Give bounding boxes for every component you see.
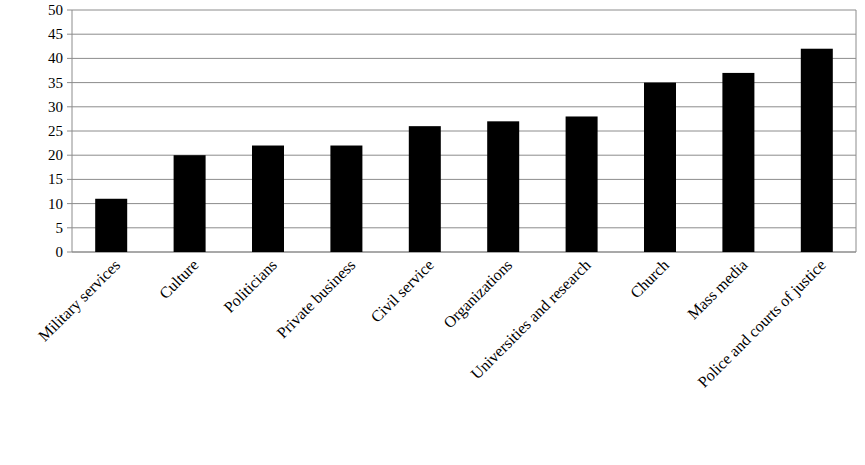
x-tick-label: Organizations [440, 256, 516, 332]
x-tick-label: Private business [273, 256, 358, 341]
x-tick-label: Mass media [684, 256, 750, 322]
bar [330, 146, 362, 252]
y-tick [67, 58, 72, 59]
y-tick [67, 227, 72, 228]
y-tick [67, 252, 72, 253]
bar [409, 126, 441, 252]
y-tick-label: 5 [56, 220, 64, 236]
y-tick [67, 203, 72, 204]
y-tick-label: 50 [48, 2, 63, 18]
plot-frame [856, 10, 857, 252]
y-tick [67, 10, 72, 11]
x-tick-label: Politicians [220, 256, 280, 316]
chart-svg: 0 5 10 15 20 25 30 35 40 45 50 Military services Cul… [0, 0, 865, 465]
x-tick-label: Culture [156, 256, 202, 302]
y-tick [67, 131, 72, 132]
bar [487, 121, 519, 252]
y-tick-label: 20 [48, 147, 63, 163]
bar [801, 49, 833, 252]
x-tick-label: Church [627, 256, 672, 301]
y-tick [67, 34, 72, 35]
bar [252, 146, 284, 252]
y-tick [67, 82, 72, 83]
bar [722, 73, 754, 252]
y-tick-label: 25 [48, 123, 63, 139]
y-tick-label: 0 [56, 244, 64, 260]
y-tick-label: 45 [48, 26, 63, 42]
bar [95, 199, 127, 252]
y-axis [72, 10, 73, 252]
y-tick-label: 10 [48, 196, 63, 212]
grid-line [72, 58, 856, 59]
x-tick-label: Civil service [367, 256, 437, 326]
bar [644, 83, 676, 252]
x-tick-label: Military services [35, 256, 124, 345]
chart-container: 0 5 10 15 20 25 30 35 40 45 50 Military services Cul… [0, 0, 865, 465]
bar [566, 116, 598, 252]
x-tick-label: Police and courts of justice [694, 256, 829, 391]
bar [174, 155, 206, 252]
y-tick-label: 15 [48, 171, 63, 187]
y-tick-label: 35 [48, 75, 63, 91]
y-tick [67, 179, 72, 180]
y-tick-label: 30 [48, 99, 63, 115]
bars [95, 49, 833, 252]
y-tick [67, 155, 72, 156]
x-tick-label: Universities and research [467, 256, 593, 382]
y-tick [67, 106, 72, 107]
grid-line [72, 34, 856, 35]
grid-line [72, 10, 856, 11]
y-tick-label: 40 [48, 50, 63, 66]
